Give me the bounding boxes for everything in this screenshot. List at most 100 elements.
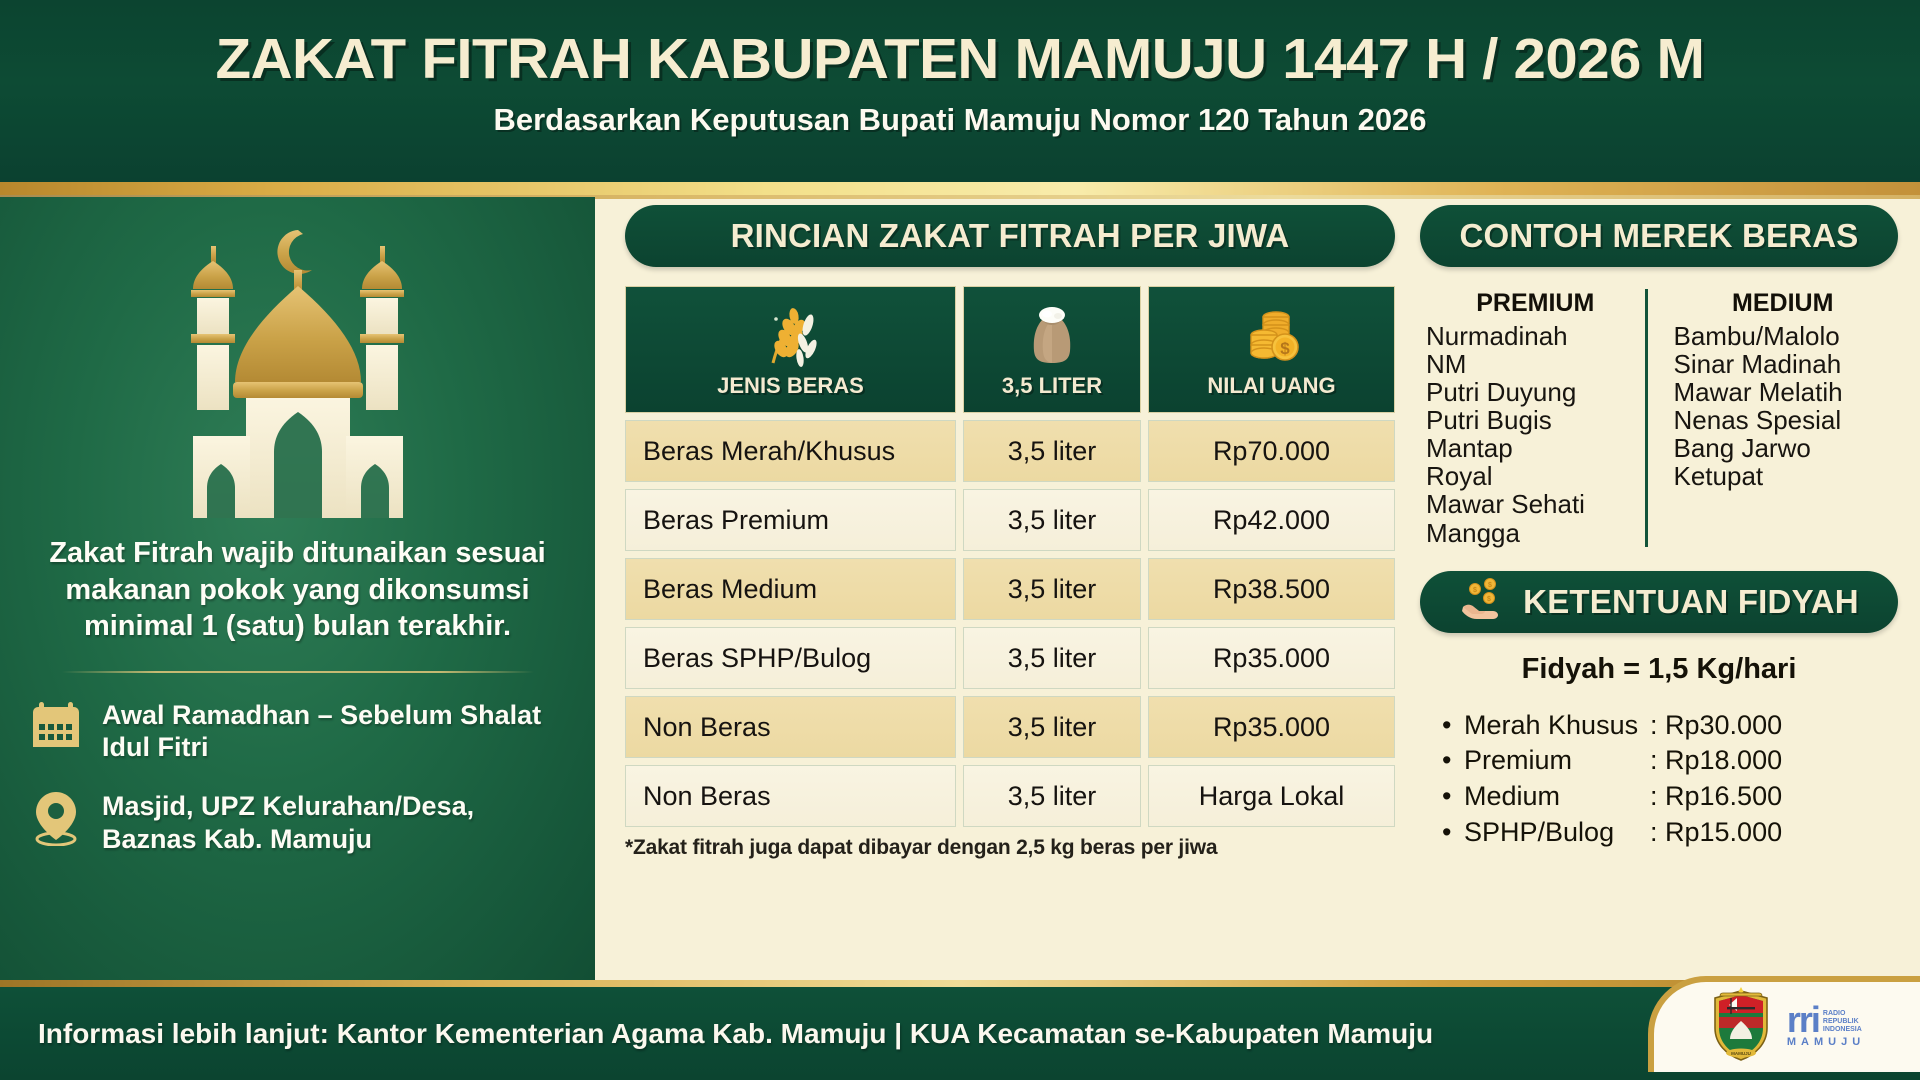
rri-logo-icon: rri RADIO REPUBLIK INDONESIA MAMUJU: [1786, 998, 1866, 1049]
fidyah-title-pill: $ $ $ KETENTUAN FIDYAH: [1420, 570, 1898, 633]
calendar-icon: [30, 699, 82, 755]
header-banner: ZAKAT FITRAH KABUPATEN MAMUJU 1447 H / 2…: [0, 0, 1920, 182]
fidyah-title: KETENTUAN FIDYAH: [1523, 582, 1859, 620]
cell-nilai: Rp35.000: [1148, 696, 1395, 758]
cell-nilai: Rp42.000: [1148, 489, 1395, 551]
fidyah-item-name: Medium: [1464, 780, 1561, 811]
location-pin-icon: [30, 790, 82, 847]
brand-lists: PREMIUM Nurmadinah NM Putri Duyung Putri…: [1420, 289, 1898, 547]
table-header-cell-volume: 3,5 LITER: [963, 286, 1141, 413]
rri-city-label: MAMUJU: [1786, 1036, 1866, 1049]
rri-sub-line: INDONESIA: [1822, 1026, 1862, 1034]
zakat-table: JENIS BERAS 3,5 LIT: [625, 286, 1395, 827]
fidyah-rate: Fidyah = 1,5 Kg/hari: [1521, 652, 1797, 685]
table-row: Beras Premium 3,5 liter Rp42.000: [625, 489, 1395, 551]
fidyah-item-value: : Rp16.500: [1650, 780, 1783, 811]
fidyah-item-name: Premium: [1464, 745, 1573, 776]
list-item: NM: [1426, 349, 1467, 380]
svg-text:$: $: [1473, 587, 1477, 594]
list-item: Bang Jarwo: [1673, 433, 1811, 464]
table-header-label: 3,5 LITER: [1001, 373, 1103, 398]
fidyah-item-value: : Rp30.000: [1650, 709, 1783, 740]
sidebar-divider: [61, 670, 534, 673]
brand-column-premium: PREMIUM Nurmadinah NM Putri Duyung Putri…: [1426, 289, 1645, 547]
cell-nilai: Harga Lokal: [1148, 765, 1395, 827]
brands-title-pill: CONTOH MEREK BERAS: [1420, 205, 1898, 267]
list-item: Putri Bugis: [1426, 405, 1552, 436]
page-title: ZAKAT FITRAH KABUPATEN MAMUJU 1447 H / 2…: [215, 27, 1705, 91]
cell-volume: 3,5 liter: [963, 765, 1141, 827]
list-item: • Premium : Rp18.000: [1442, 743, 1898, 779]
list-item: Bambu/Malolo: [1673, 321, 1840, 351]
footer-gold-line: [0, 980, 1920, 987]
cell-volume: 3,5 liter: [963, 696, 1141, 758]
right-panel: CONTOH MEREK BERAS PREMIUM Nurmadinah NM…: [1420, 205, 1898, 850]
list-item: • SPHP/Bulog : Rp15.000: [1442, 815, 1898, 851]
table-header-row: JENIS BERAS 3,5 LIT: [625, 286, 1395, 413]
cell-jenis: Non Beras: [625, 765, 956, 827]
fidyah-item-value: : Rp18.000: [1650, 745, 1783, 776]
rri-sub-line: REPUBLIK: [1822, 1018, 1859, 1026]
sidebar-item-time: Awal Ramadhan – Sebelum Shalat Idul Fitr…: [30, 699, 565, 764]
cell-jenis: Beras Medium: [625, 558, 956, 620]
list-item: Royal: [1426, 461, 1493, 492]
fidyah-item-name: Merah Khusus: [1464, 709, 1639, 740]
table-footnote: *Zakat fitrah juga dapat dibayar dengan …: [625, 836, 1218, 859]
cell-jenis: Beras SPHP/Bulog: [625, 627, 956, 689]
footer-info-text: Informasi lebih lanjut: Kantor Kementeri…: [38, 1017, 1434, 1049]
table-header-cell-nilai: $ NILAI UANG: [1148, 286, 1395, 413]
list-item: Ketupat: [1673, 461, 1764, 492]
list-item: Nenas Spesial: [1673, 405, 1842, 436]
cell-jenis: Non Beras: [625, 696, 956, 758]
sidebar-item-label: Awal Ramadhan – Sebelum Shalat Idul Fitr…: [102, 699, 542, 763]
table-row: Beras Merah/Khusus 3,5 liter Rp70.000: [625, 420, 1395, 482]
table-row: Non Beras 3,5 liter Rp35.000: [625, 696, 1395, 758]
table-header-label: NILAI UANG: [1207, 373, 1336, 398]
list-item: Nurmadinah: [1426, 321, 1568, 351]
main-table-panel: RINCIAN ZAKAT FITRAH PER JIWA: [625, 205, 1395, 860]
footer-bar: Informasi lebih lanjut: Kantor Kementeri…: [0, 987, 1920, 1080]
coins-money-icon: $: [1242, 303, 1302, 369]
sidebar-item-location: Masjid, UPZ Kelurahan/Desa, Baznas Kab. …: [30, 790, 565, 855]
list-item: Mawar Melatih: [1673, 377, 1843, 408]
svg-text:MAMUJU: MAMUJU: [1731, 1051, 1751, 1056]
bullet-icon: •: [1442, 745, 1452, 776]
list-item: Mangga: [1426, 517, 1520, 548]
cell-jenis: Beras Premium: [625, 489, 956, 551]
gold-divider-shadow: [0, 195, 1920, 199]
svg-text:$: $: [1487, 596, 1491, 603]
cell-nilai: Rp38.500: [1148, 558, 1395, 620]
sidebar-description: Zakat Fitrah wajib ditunaikan sesuai mak…: [49, 537, 546, 643]
table-row: Beras Medium 3,5 liter Rp38.500: [625, 558, 1395, 620]
fidyah-item-name: SPHP/Bulog: [1464, 816, 1615, 847]
bullet-icon: •: [1442, 709, 1452, 740]
table-row: Non Beras 3,5 liter Harga Lokal: [625, 765, 1395, 827]
brand-column-medium: MEDIUM Bambu/Malolo Sinar Madinah Mawar …: [1644, 289, 1893, 547]
list-item: Putri Duyung: [1426, 377, 1577, 408]
cell-nilai: Rp70.000: [1148, 420, 1395, 482]
brands-title: CONTOH MEREK BERAS: [1459, 217, 1859, 254]
sidebar-panel: Zakat Fitrah wajib ditunaikan sesuai mak…: [0, 197, 595, 987]
gold-divider: [0, 182, 1920, 195]
mosque-icon: [190, 230, 404, 518]
table-row: Beras SPHP/Bulog 3,5 liter Rp35.000: [625, 627, 1395, 689]
main-table-title: RINCIAN ZAKAT FITRAH PER JIWA: [730, 217, 1290, 254]
list-item: Mawar Sehati: [1426, 489, 1585, 520]
brand-column-header: PREMIUM: [1476, 289, 1595, 317]
cell-volume: 3,5 liter: [963, 420, 1141, 482]
list-item: • Merah Khusus : Rp30.000: [1442, 708, 1898, 744]
cell-volume: 3,5 liter: [963, 558, 1141, 620]
fidyah-item-value: : Rp15.000: [1650, 816, 1783, 847]
svg-text:$: $: [1280, 339, 1290, 358]
page-subtitle: Berdasarkan Keputusan Bupati Mamuju Nomo…: [493, 102, 1427, 137]
list-item: Sinar Madinah: [1673, 349, 1842, 380]
bullet-icon: •: [1442, 816, 1452, 847]
fidyah-list: • Merah Khusus : Rp30.000 • Premium : Rp…: [1420, 708, 1898, 851]
mosque-illustration: [30, 215, 565, 533]
cell-nilai: Rp35.000: [1148, 627, 1395, 689]
hand-coins-icon: $ $ $: [1459, 577, 1511, 626]
list-item: • Medium : Rp16.500: [1442, 779, 1898, 815]
rri-mark: rri: [1786, 998, 1821, 1040]
wheat-rice-icon: [759, 303, 823, 369]
cell-volume: 3,5 liter: [963, 489, 1141, 551]
